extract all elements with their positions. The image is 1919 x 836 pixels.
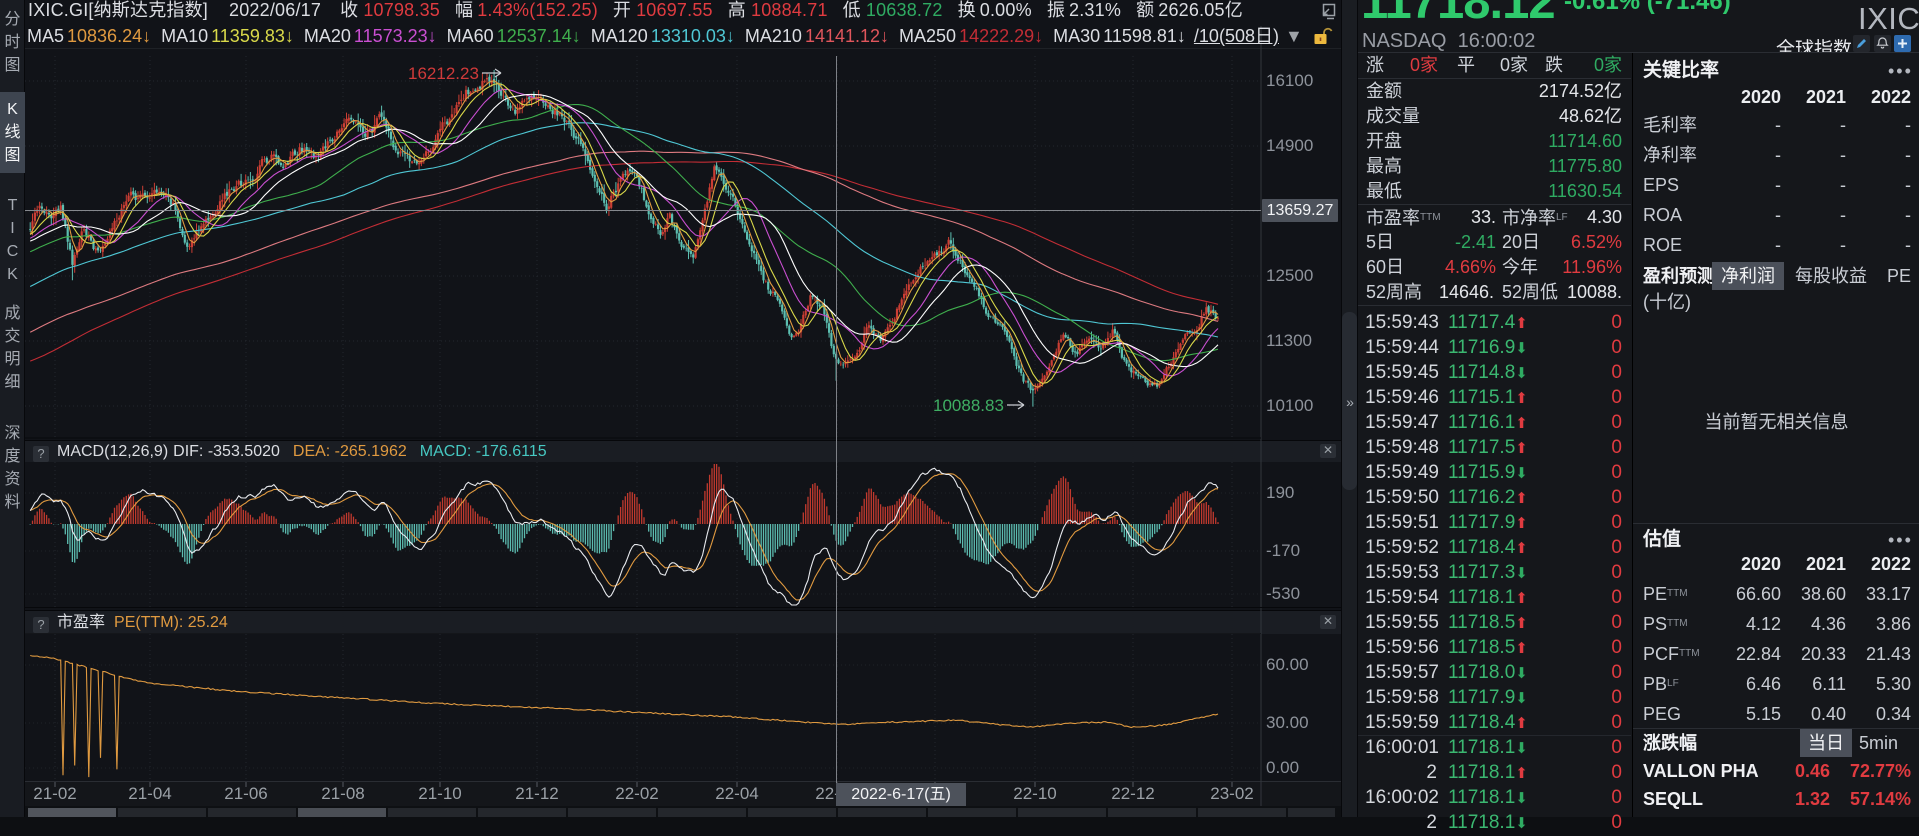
svg-text:10088.83: 10088.83 [933,396,1004,415]
svg-text:16212.23: 16212.23 [408,64,479,83]
